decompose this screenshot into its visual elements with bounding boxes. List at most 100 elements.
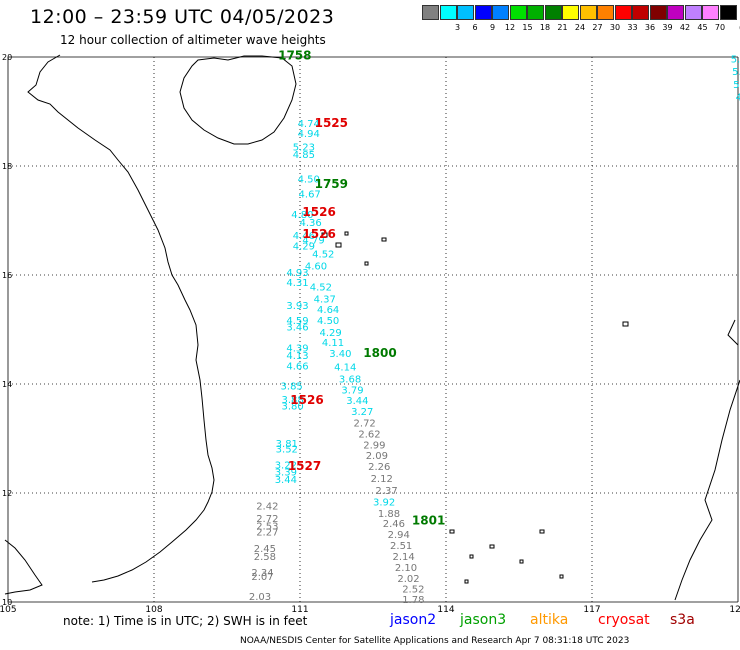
swh-value: 4.50 (317, 316, 339, 327)
swh-value: 3.44 (275, 475, 297, 486)
lat-tick-label: 12 (2, 489, 12, 498)
swh-value: 4.36 (300, 218, 322, 229)
legend-label: 9 (489, 23, 496, 32)
swh-value: 2.27 (256, 528, 278, 539)
swh-value: 1.88 (378, 509, 400, 520)
island (489, 544, 495, 549)
swh-value: 4.52 (310, 282, 332, 293)
legend-swatch (684, 5, 702, 20)
page-subtitle: 12 hour collection of altimeter wave hei… (60, 33, 326, 47)
island (364, 261, 369, 266)
lon-tick-label: 114 (437, 605, 454, 615)
legend-label: 12 (504, 23, 516, 32)
swh-value: 3.44 (346, 396, 368, 407)
satellite-jason2: jason2 (390, 612, 437, 628)
island (321, 232, 328, 238)
lat-tick-label: 16 (2, 271, 12, 280)
palawan-coastline (727, 319, 739, 346)
legend-swatch (649, 5, 667, 20)
legend-label: 18 (539, 23, 551, 32)
legend-swatch (509, 5, 527, 20)
satellite-s3a: s3a (670, 612, 695, 628)
swh-value: 4.67 (299, 190, 321, 201)
swh-value: 5.53 (731, 54, 740, 65)
swh-value: 3.79 (341, 385, 363, 396)
swh-value: 4.52 (312, 250, 334, 261)
time-labels: 1758 1525 1759 1526 1526 1800 1526 1527 1801 (278, 49, 445, 528)
lon-tick-label: 111 (291, 605, 308, 615)
philippines-coastline (674, 379, 740, 601)
legend-label: 24 (574, 23, 586, 32)
legend-swatch (667, 5, 684, 20)
swh-value: 4.93 (286, 268, 308, 279)
swh-value: 4.29 (293, 241, 315, 252)
legend-label: 70 (714, 23, 726, 32)
legend-label: 6 (472, 23, 478, 32)
swh-value: 3.40 (329, 349, 351, 360)
legend-swatch (492, 5, 509, 20)
legend-swatch (439, 5, 457, 20)
island (559, 574, 564, 579)
swh-value: 2.45 (254, 544, 276, 555)
swh-value: 4.11 (322, 338, 344, 349)
hainan-island (179, 55, 297, 145)
swh-value: 4.37 (314, 294, 336, 305)
lon-tick-label: 108 (145, 605, 162, 615)
swh-value: 4.79 (302, 235, 324, 246)
legend-label: 21 (557, 23, 568, 32)
legend-swatch (597, 5, 614, 20)
swh-value: 3.46 (286, 323, 308, 334)
swh-value: 1.78 (402, 595, 424, 606)
legend-label: 39 (662, 23, 673, 32)
swh-value: 2.99 (363, 440, 385, 451)
pass-time-label: 1526 (290, 393, 323, 407)
island (539, 529, 545, 534)
swh-value: 2.62 (358, 429, 380, 440)
pass-time-label: 1800 (363, 346, 396, 360)
swh-value: 4.3 (736, 93, 740, 104)
swh-value: 3.68 (339, 374, 361, 385)
swh-value: 3.88 (282, 395, 304, 406)
coastline (4, 54, 740, 601)
legend-swatch (544, 5, 562, 20)
footer-note: note: 1) Time is in UTC; 2) SWH is in fe… (63, 614, 308, 628)
legend-label: 27 (592, 23, 603, 32)
island (464, 579, 469, 584)
legend-unit: (ft) (733, 23, 740, 32)
pass-time-label: 1527 (288, 459, 321, 473)
swh-labels: 4.744.945.234.854.504.674.804.364.464.29… (249, 54, 740, 606)
legend-label: 42 (679, 23, 691, 32)
swh-value: 2.26 (368, 462, 390, 473)
swh-value: 5.22 (732, 67, 740, 78)
swh-value: 3.39 (275, 468, 297, 479)
swh-value: 2.09 (366, 451, 388, 462)
swh-value: 2.37 (375, 486, 397, 497)
pass-time-label: 1526 (302, 205, 335, 219)
swh-value: 2.72 (256, 514, 278, 525)
swh-value: 4.14 (334, 362, 356, 373)
swh-value: 4.50 (298, 174, 320, 185)
swh-value: 4.60 (305, 262, 327, 273)
legend-swatch (474, 5, 492, 20)
satellite-cryosat: cryosat (598, 612, 650, 628)
legend-swatch (527, 5, 544, 20)
swh-value: 4.46 (293, 231, 315, 242)
pass-time-label: 1758 (278, 49, 311, 63)
swh-value: 3.85 (281, 381, 303, 392)
swh-value: 2.07 (251, 572, 273, 583)
swh-value: 4.31 (286, 278, 308, 289)
swh-value: 3.22 (275, 460, 297, 471)
legend-swatch (632, 5, 649, 20)
satellite-altika: altika (530, 612, 569, 628)
swh-value: 4.59 (286, 316, 308, 327)
swh-value: 3.81 (276, 439, 298, 450)
swh-value: 2.42 (256, 501, 278, 512)
legend-swatch (457, 5, 474, 20)
swh-value: 2.02 (397, 574, 419, 585)
swh-value: 2.03 (249, 592, 271, 603)
swh-value: 2.14 (392, 552, 414, 563)
legend-swatch (422, 5, 439, 20)
swh-value: 2.34 (251, 568, 273, 579)
swh-value: 5.23 (293, 143, 315, 154)
